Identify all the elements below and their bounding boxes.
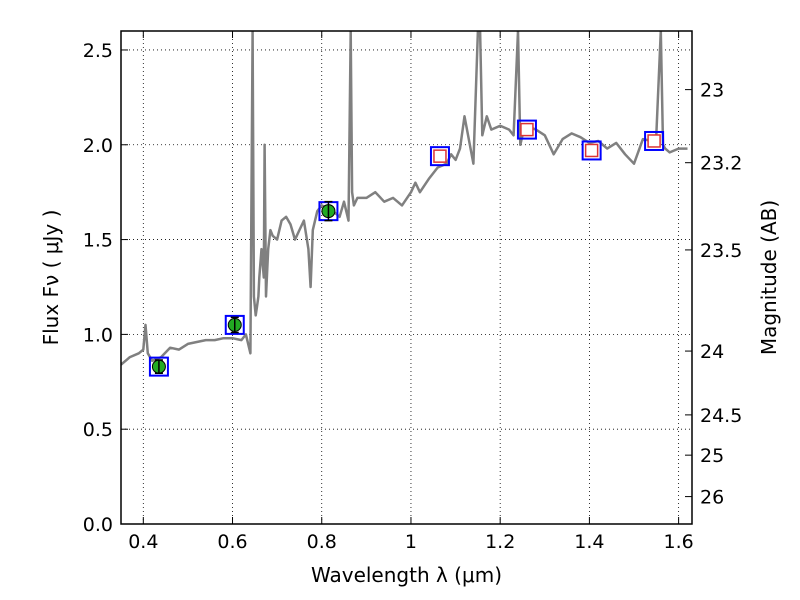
- y-tick-label: 2.0: [83, 135, 113, 157]
- photometry-box: [429, 146, 450, 167]
- model-point: [520, 122, 534, 137]
- photometry-box: [644, 130, 665, 151]
- y-axis-label: Flux Fν ( μJy ): [39, 210, 63, 346]
- y2-tick-label: 24: [700, 341, 724, 363]
- x-tick-label: 1.2: [485, 531, 515, 553]
- y2-tick-label: 25: [700, 445, 724, 467]
- y-tick-label: 1.0: [83, 324, 113, 346]
- x-tick-label: 0.4: [128, 531, 158, 553]
- y2-axis-label: Magnitude (AB): [757, 200, 781, 355]
- y2-tick-label: 23: [700, 80, 724, 102]
- grid-lines: [121, 31, 692, 525]
- x-tick-label: 1: [405, 531, 417, 553]
- x-axis-label: Wavelength λ (μm): [311, 563, 502, 587]
- x-tick-label: 1.6: [664, 531, 694, 553]
- photometry-box: [224, 314, 245, 335]
- y2-tick-label: 23.5: [700, 240, 742, 262]
- y2-tick-label: 24.5: [700, 405, 742, 427]
- y-tick-label: 2.5: [83, 40, 113, 62]
- data-points-layer: [148, 119, 665, 377]
- y2-tick-label: 26: [700, 487, 724, 509]
- model-point: [584, 143, 599, 158]
- x-tick-label: 0.8: [307, 531, 337, 553]
- photometry-box: [516, 119, 537, 140]
- model-point: [647, 134, 661, 148]
- spectrum-line: [121, 31, 688, 366]
- axis-ticks: 0.4 0.6 0.8 1 1.2 1.4 1.6 0.0 0.5 1.0 1.5 2.0 2.5 23 2…: [83, 31, 742, 553]
- y-tick-label: 0.5: [83, 419, 113, 441]
- y-tick-label: 1.5: [83, 230, 113, 252]
- series-layer: [121, 31, 688, 366]
- model-point: [433, 149, 447, 163]
- y-tick-label: 0.0: [83, 514, 113, 536]
- photometry-box: [581, 140, 602, 161]
- photometry-box: [148, 356, 169, 377]
- x-tick-label: 1.4: [574, 531, 604, 553]
- y2-tick-label: 23.2: [700, 153, 742, 175]
- plot-frame: [120, 30, 693, 525]
- x-tick-label: 0.6: [217, 531, 247, 553]
